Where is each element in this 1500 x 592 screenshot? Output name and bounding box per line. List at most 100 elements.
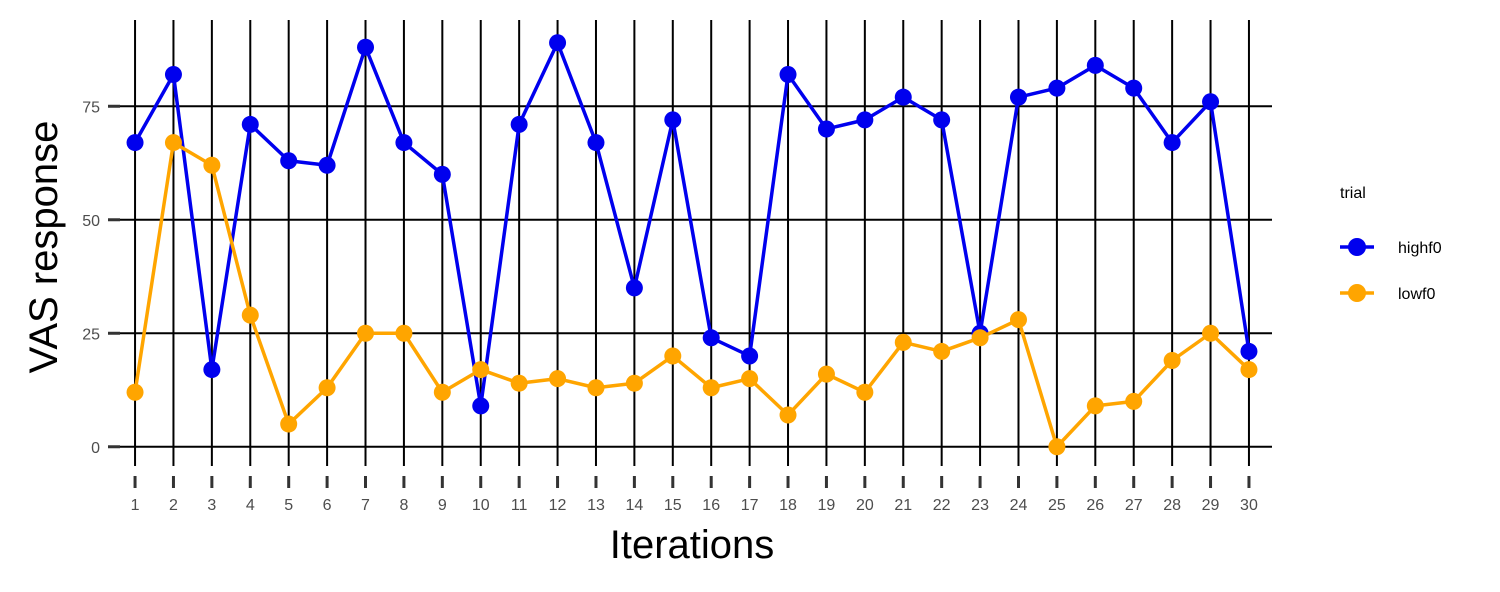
x-tick-label: 16 xyxy=(702,497,720,514)
x-tick-label: 28 xyxy=(1163,497,1181,514)
x-tick-label: 14 xyxy=(625,497,643,514)
x-tick-label: 29 xyxy=(1202,497,1220,514)
data-point-lowf0 xyxy=(1202,324,1220,342)
data-point-lowf0 xyxy=(357,324,375,342)
x-tick-label: 24 xyxy=(1010,497,1028,514)
data-point-lowf0 xyxy=(971,329,989,347)
legend-label-highf0: highf0 xyxy=(1398,240,1442,257)
legend-key-marker-lowf0 xyxy=(1348,284,1366,302)
data-point-lowf0 xyxy=(318,379,336,397)
data-point-highf0 xyxy=(126,134,144,152)
x-axis-title: Iterations xyxy=(610,523,775,567)
data-point-highf0 xyxy=(817,120,835,138)
data-point-lowf0 xyxy=(1048,438,1066,456)
series-line-lowf0 xyxy=(133,140,1251,449)
legend-key-marker-highf0 xyxy=(1348,238,1366,256)
x-tick-label: 5 xyxy=(284,497,293,514)
x-tick-label: 26 xyxy=(1086,497,1104,514)
data-point-lowf0 xyxy=(625,374,643,392)
x-tick-label: 10 xyxy=(472,497,490,514)
x-tick-label: 7 xyxy=(361,497,370,514)
data-point-lowf0 xyxy=(856,383,874,401)
x-tick-label: 27 xyxy=(1125,497,1143,514)
data-point-highf0 xyxy=(587,134,605,152)
x-tick-label: 17 xyxy=(741,497,759,514)
x-tick-label: 11 xyxy=(511,497,528,514)
data-point-lowf0 xyxy=(510,374,528,392)
series-layer xyxy=(126,34,1258,456)
data-point-lowf0 xyxy=(395,324,413,342)
data-point-highf0 xyxy=(1009,88,1027,106)
data-point-highf0 xyxy=(1240,342,1258,360)
data-point-highf0 xyxy=(664,111,682,129)
data-point-highf0 xyxy=(433,165,451,183)
legend-title: trial xyxy=(1340,185,1366,202)
y-tick-label: 50 xyxy=(82,213,100,230)
data-point-highf0 xyxy=(1048,79,1066,97)
data-point-highf0 xyxy=(1086,56,1104,74)
data-point-highf0 xyxy=(933,111,951,129)
data-point-lowf0 xyxy=(280,415,298,433)
legend-label-lowf0: lowf0 xyxy=(1398,286,1435,303)
x-tick-label: 9 xyxy=(438,497,447,514)
data-point-lowf0 xyxy=(1163,352,1181,369)
data-point-lowf0 xyxy=(1125,392,1143,410)
data-point-highf0 xyxy=(1125,79,1143,97)
data-point-highf0 xyxy=(779,65,797,83)
x-tick-label: 3 xyxy=(207,497,216,514)
data-point-lowf0 xyxy=(741,370,759,388)
data-point-lowf0 xyxy=(664,347,682,365)
data-point-highf0 xyxy=(1163,134,1181,152)
data-point-highf0 xyxy=(164,65,182,83)
data-point-highf0 xyxy=(395,134,413,152)
data-point-highf0 xyxy=(203,361,221,379)
x-tick-label: 23 xyxy=(971,497,989,514)
data-point-highf0 xyxy=(241,115,259,133)
data-point-lowf0 xyxy=(549,370,567,388)
x-tick-label: 13 xyxy=(587,497,605,514)
legend: trial highf0 lowf0 xyxy=(1340,185,1442,303)
x-tick-label: 21 xyxy=(894,497,912,514)
y-tick-label: 75 xyxy=(82,99,100,116)
y-tick-label: 25 xyxy=(82,326,100,343)
x-tick-label: 18 xyxy=(779,497,797,514)
data-point-lowf0 xyxy=(126,383,144,401)
x-tick-label: 22 xyxy=(933,497,951,514)
data-point-lowf0 xyxy=(241,306,259,324)
data-point-lowf0 xyxy=(894,333,912,351)
data-point-highf0 xyxy=(318,156,336,174)
x-tick-label: 30 xyxy=(1240,497,1258,514)
data-point-highf0 xyxy=(357,38,375,56)
x-tick-label: 19 xyxy=(818,497,836,514)
data-point-highf0 xyxy=(625,279,643,297)
data-point-lowf0 xyxy=(203,156,221,174)
data-point-highf0 xyxy=(1202,93,1220,111)
x-tick-label: 1 xyxy=(131,497,140,514)
data-point-highf0 xyxy=(702,329,720,347)
data-point-highf0 xyxy=(280,152,298,170)
data-point-highf0 xyxy=(472,397,490,415)
data-point-lowf0 xyxy=(433,383,451,401)
data-point-lowf0 xyxy=(1086,397,1104,415)
data-point-lowf0 xyxy=(164,134,182,152)
y-axis-title: VAS response xyxy=(22,121,66,374)
data-point-lowf0 xyxy=(1009,311,1027,329)
x-tick-label: 8 xyxy=(399,497,408,514)
data-point-lowf0 xyxy=(472,361,490,379)
x-tick-label: 25 xyxy=(1048,497,1066,514)
y-tick-label: 0 xyxy=(91,440,100,457)
data-point-lowf0 xyxy=(817,365,835,383)
x-tick-label: 6 xyxy=(323,497,332,514)
data-point-lowf0 xyxy=(933,342,951,360)
x-tick-label: 2 xyxy=(169,497,178,514)
data-point-highf0 xyxy=(549,34,567,52)
data-point-highf0 xyxy=(856,111,874,129)
x-tick-label: 4 xyxy=(246,497,255,514)
data-point-lowf0 xyxy=(779,406,797,424)
series-line-highf0 xyxy=(133,40,1251,408)
x-tick-label: 15 xyxy=(664,497,682,514)
x-tick-label: 20 xyxy=(856,497,874,514)
data-point-lowf0 xyxy=(702,379,720,397)
